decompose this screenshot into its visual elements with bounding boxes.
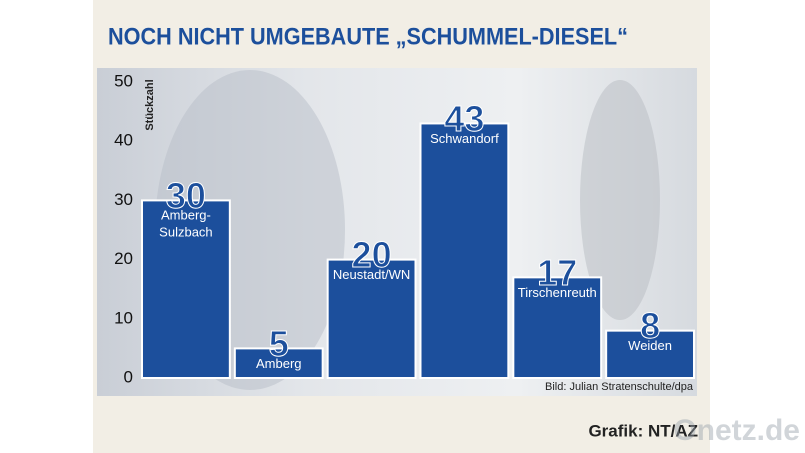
y-tick-label: 20 xyxy=(114,249,133,268)
x-tick-label: Amberg xyxy=(256,356,302,371)
value-label: 30 xyxy=(166,175,206,216)
bar xyxy=(419,122,510,379)
y-tick-label: 40 xyxy=(114,131,133,150)
bar xyxy=(233,347,324,379)
value-label: 20 xyxy=(352,234,392,275)
chart-title: NOCH NICHT UMGEBAUTE „SCHUMMEL-DIESEL“ xyxy=(108,23,628,50)
value-label: 43 xyxy=(444,98,484,139)
bar xyxy=(326,258,417,380)
y-tick-label: 10 xyxy=(114,308,133,327)
watermark: Onetz.de xyxy=(673,414,800,447)
value-label: 17 xyxy=(537,252,577,293)
x-tick-label: Amberg-Sulzbach xyxy=(159,208,212,240)
value-label: 8 xyxy=(640,305,660,346)
x-tick-label: Schwandorf xyxy=(430,131,499,146)
bar xyxy=(512,276,603,379)
y-tick-label: 0 xyxy=(124,367,133,386)
bar xyxy=(141,199,231,379)
value-label: 5 xyxy=(269,323,289,364)
y-tick-label: 50 xyxy=(114,71,133,90)
credit: Grafik: NT/AZ xyxy=(588,421,698,440)
x-tick-label: Neustadt/WN xyxy=(333,267,410,282)
x-tick-label: Weiden xyxy=(628,338,672,353)
photo-credit: Bild: Julian Stratenschulte/dpa xyxy=(545,381,694,393)
y-tick-label: 30 xyxy=(114,190,133,209)
x-tick-label: Tirschenreuth xyxy=(518,285,597,300)
bar xyxy=(605,329,696,380)
photo-shape xyxy=(580,80,660,320)
y-axis-label: Stückzahl xyxy=(144,79,156,130)
